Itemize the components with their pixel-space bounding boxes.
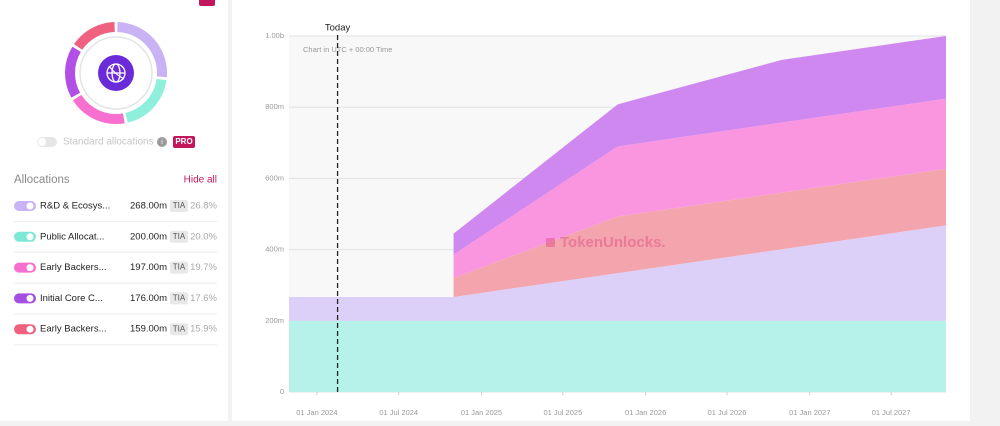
row-toggle-knob bbox=[26, 233, 34, 241]
donut-segment bbox=[117, 22, 167, 78]
toggle-knob bbox=[38, 138, 46, 146]
unit-badge bbox=[170, 230, 188, 243]
x-tick-label: 01 Jul 2027 bbox=[872, 408, 911, 417]
unit-badge bbox=[170, 200, 188, 212]
x-tick-label: 01 Jul 2024 bbox=[379, 408, 418, 417]
row-unit: TIA bbox=[173, 201, 186, 210]
row-amount: 268.00m bbox=[130, 201, 167, 212]
row-share: 20.0% bbox=[190, 231, 217, 242]
area bbox=[289, 168, 946, 297]
donut-segment bbox=[72, 94, 125, 124]
allocations-heading: Allocations bbox=[14, 174, 70, 186]
row-amount: 176.00m bbox=[130, 293, 167, 304]
info-icon[interactable] bbox=[157, 137, 167, 147]
y-tick-label: 200m bbox=[265, 316, 284, 325]
row-name: R&D & Ecosys... bbox=[40, 201, 110, 212]
area bbox=[289, 36, 946, 297]
x-tick-label: 01 Jul 2025 bbox=[543, 408, 582, 417]
donut-segment bbox=[65, 46, 81, 98]
toggle-label: Standard allocations bbox=[63, 137, 154, 148]
row-unit: TIA bbox=[173, 294, 186, 303]
row-unit: TIA bbox=[173, 232, 186, 241]
row-unit: TIA bbox=[173, 263, 186, 272]
y-tick-label: 800m bbox=[265, 102, 284, 111]
area bbox=[289, 98, 946, 297]
row-name: Public Allocat... bbox=[40, 231, 104, 242]
row-amount: 159.00m bbox=[130, 324, 167, 335]
token-icon bbox=[106, 63, 126, 83]
row-share: 17.6% bbox=[190, 293, 217, 304]
row-toggle-knob bbox=[26, 264, 34, 272]
x-tick-label: 01 Jan 2025 bbox=[461, 408, 502, 417]
row-share: 15.9% bbox=[190, 324, 217, 335]
row-amount: 200.00m bbox=[130, 231, 167, 242]
row-share: 26.8% bbox=[190, 201, 217, 212]
x-tick-label: 01 Jan 2027 bbox=[789, 408, 830, 417]
x-tick-label: 01 Jan 2024 bbox=[296, 408, 337, 417]
row-toggle-knob bbox=[26, 325, 34, 333]
donut-segment bbox=[125, 78, 167, 123]
y-tick-label: 400m bbox=[265, 245, 284, 254]
area bbox=[289, 320, 946, 392]
chart-subtitle: Chart in UTC + 00:00 Time bbox=[303, 45, 392, 54]
y-tick-label: 1.00b bbox=[265, 31, 284, 40]
row-unit: TIA bbox=[173, 324, 186, 333]
watermark-lock bbox=[546, 238, 555, 247]
row-name: Early Backers... bbox=[40, 324, 107, 335]
today-label: Today bbox=[325, 23, 351, 34]
donut bbox=[65, 22, 167, 124]
row-toggle-knob bbox=[26, 294, 34, 302]
row-name: Early Backers... bbox=[40, 262, 107, 273]
info-glyph: i bbox=[161, 139, 163, 146]
donut-segment bbox=[73, 22, 116, 50]
y-tick-label: 600m bbox=[265, 173, 284, 182]
pro-badge bbox=[173, 136, 195, 148]
unit-badge bbox=[170, 261, 188, 274]
area bbox=[289, 225, 946, 321]
hide-all[interactable]: Hide all bbox=[184, 175, 217, 186]
unit-badge bbox=[170, 292, 188, 305]
pro-text: PRO bbox=[175, 137, 192, 146]
row-name: Initial Core C... bbox=[40, 293, 103, 304]
unit-badge bbox=[170, 323, 188, 336]
y-tick-label: 0 bbox=[280, 387, 284, 396]
row-amount: 197.00m bbox=[130, 262, 167, 273]
x-tick-label: 01 Jul 2026 bbox=[708, 408, 747, 417]
x-tick-label: 01 Jan 2026 bbox=[625, 408, 666, 417]
row-toggle-knob bbox=[26, 202, 34, 210]
watermark: TokenUnlocks. bbox=[560, 234, 666, 251]
menu-button[interactable] bbox=[199, 0, 215, 6]
row-share: 19.7% bbox=[190, 262, 217, 273]
